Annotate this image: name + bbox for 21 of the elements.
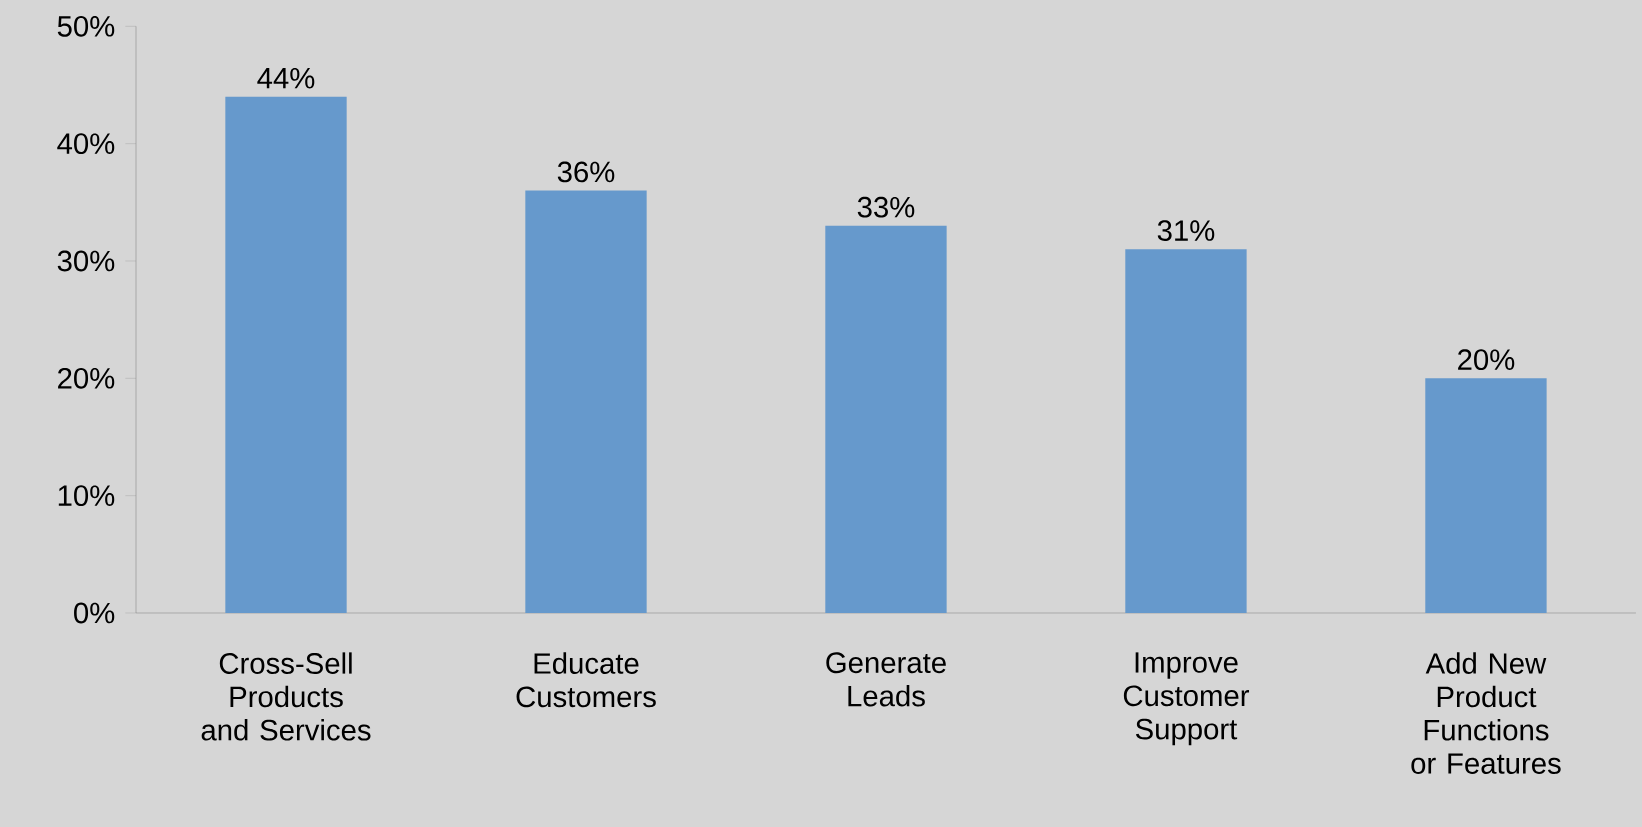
bar [225, 96, 347, 613]
x-tick-label: Cross-Sell Products and Services [201, 652, 371, 741]
data-label: 36% [557, 161, 615, 183]
bar [825, 225, 947, 613]
bar [525, 190, 647, 613]
y-tick-label: 30% [57, 250, 115, 272]
bar [1425, 378, 1547, 613]
x-tick-label: Add New Product Functions or Features [1411, 652, 1561, 774]
x-tick-label: Educate Customers [516, 652, 656, 708]
y-tick-label: 20% [58, 367, 115, 389]
data-label: 20% [1458, 349, 1515, 371]
y-tick-label: 0% [74, 602, 115, 624]
y-tick-label: 50% [57, 15, 115, 37]
data-label: 44% [257, 67, 315, 89]
data-label: 31% [1157, 220, 1215, 241]
bar [1125, 249, 1247, 613]
y-tick-label: 40% [57, 133, 115, 155]
y-tick-label: 10% [58, 485, 115, 507]
data-label: 33% [857, 196, 915, 218]
x-tick-label: Generate Leads [826, 652, 946, 707]
x-tick-label: Improve Customer Support [1123, 652, 1250, 746]
